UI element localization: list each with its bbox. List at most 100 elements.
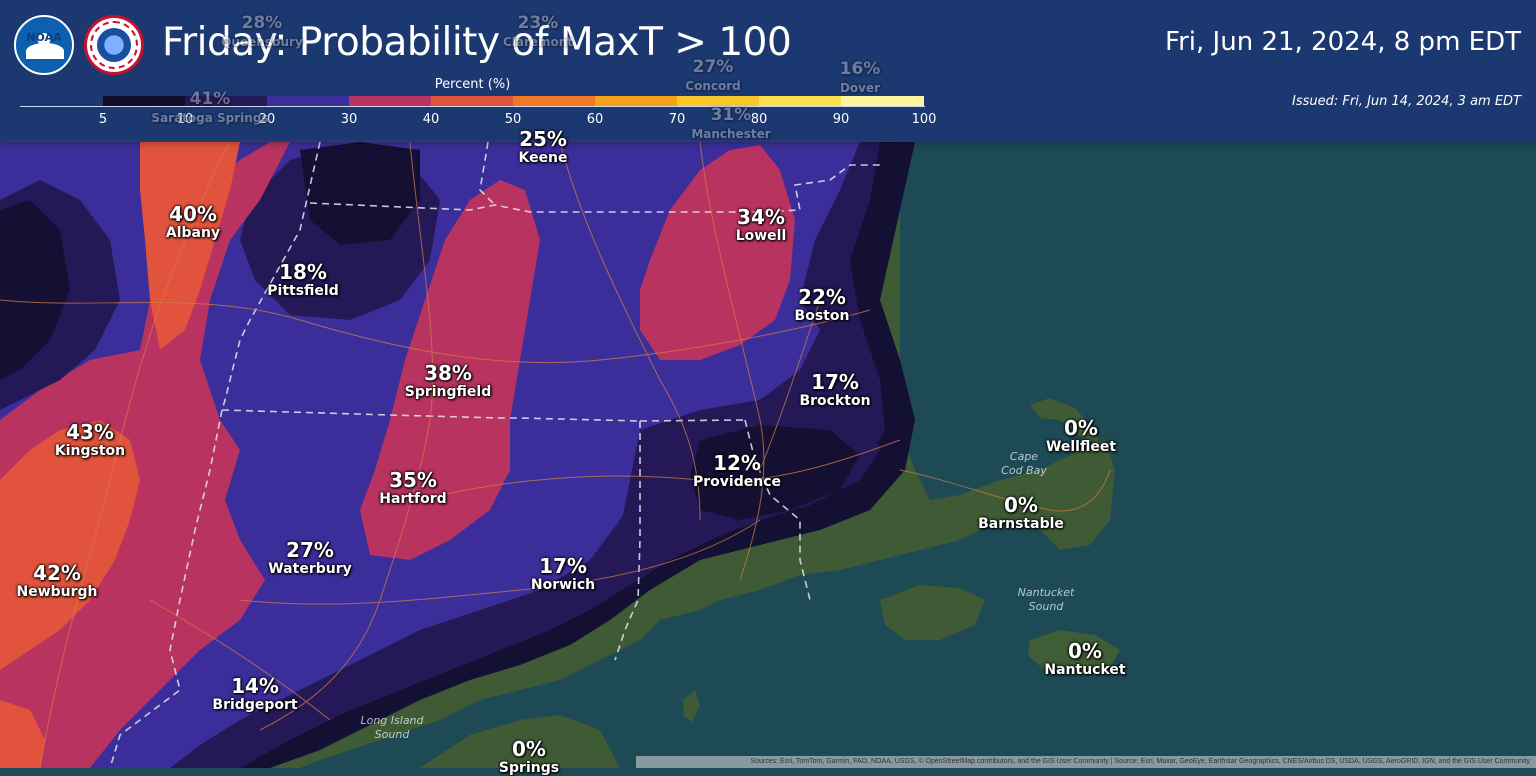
legend-swatch	[759, 96, 841, 106]
legend-tick-label: 70	[668, 112, 686, 127]
city-label-providence[interactable]: 12% Providence	[693, 452, 781, 490]
city-label-kingston[interactable]: 43% Kingston	[55, 421, 125, 459]
faded-city-label-manchester: 31% Manchester	[691, 104, 770, 142]
city-label-norwich[interactable]: 17% Norwich	[531, 555, 595, 593]
city-label-wellfleet[interactable]: 0% Wellfleet	[1046, 417, 1116, 455]
legend-tick-label: 30	[340, 112, 358, 127]
faded-city-label-saratoga: 41% Saratoga Springs	[151, 88, 268, 126]
city-name: Queensbury	[221, 35, 303, 49]
legend-swatch	[185, 96, 267, 106]
city-name: Brockton	[799, 393, 871, 409]
city-label-bridgeport[interactable]: 14% Bridgeport	[212, 675, 297, 713]
city-label-newburgh[interactable]: 42% Newburgh	[16, 562, 97, 600]
state-borders	[109, 141, 880, 768]
city-label-keene[interactable]: 25% Keene	[518, 128, 567, 166]
legend-swatch	[677, 96, 759, 106]
city-percent: 16%	[839, 59, 881, 79]
city-name: Newburgh	[16, 584, 98, 600]
city-name: Barnstable	[978, 516, 1064, 532]
land-block-island	[683, 690, 700, 722]
legend-swatch	[349, 96, 431, 106]
legend-swatch	[513, 96, 595, 106]
city-name: Springfield	[404, 384, 492, 400]
city-percent: 14%	[231, 674, 279, 698]
legend-swatch	[267, 96, 349, 106]
city-label-waterbury[interactable]: 27% Waterbury	[268, 539, 352, 577]
city-label-pittsfield[interactable]: 18% Pittsfield	[267, 261, 338, 299]
city-percent: 0%	[512, 737, 546, 761]
land-long-island	[420, 715, 620, 768]
band-40-50-sw	[0, 700, 45, 768]
water-label-long-island-sound: Long Island Sound	[360, 714, 424, 741]
city-label-nantucket[interactable]: 0% Nantucket	[1044, 640, 1125, 678]
city-name: Concord	[685, 79, 741, 93]
city-label-springs[interactable]: 0% Springs	[499, 738, 559, 776]
city-percent: 42%	[33, 561, 81, 585]
city-percent: 17%	[811, 370, 859, 394]
nws-logo[interactable]	[84, 15, 144, 75]
noaa-logo-text: NOAA	[26, 31, 62, 44]
water-label-cape-cod-bay: Cape Cod Bay	[1001, 450, 1047, 477]
city-name: Nantucket	[1044, 662, 1126, 678]
band-40-50-kingston	[0, 420, 140, 670]
probability-contours	[0, 142, 915, 768]
city-name: Lowell	[735, 228, 787, 244]
band-pittsfield-lower	[300, 142, 420, 245]
city-label-barnstable[interactable]: 0% Barnstable	[978, 494, 1064, 532]
legend-tick-label: 100	[911, 112, 937, 127]
city-name: Bridgeport	[212, 697, 298, 713]
legend-baseline	[20, 106, 925, 107]
noaa-logo[interactable]: NOAA	[14, 15, 74, 75]
valid-time: Fri, Jun 21, 2024, 8 pm EDT	[1165, 27, 1521, 57]
map-attribution: Sources: Esri, TomTom, Garmin, FAO, NOAA…	[636, 756, 1536, 768]
band-providence-lower	[690, 425, 860, 520]
city-percent: 40%	[169, 202, 217, 226]
roads	[0, 141, 1111, 768]
faded-city-label-glens-falls: 28% Queensbury	[221, 12, 303, 50]
water-label-nantucket-sound: Nantucket Sound	[1017, 586, 1075, 613]
land-nantucket	[1028, 630, 1120, 675]
faded-city-label-dover: 16% Dover	[840, 58, 881, 96]
nws-globe-icon	[97, 28, 131, 62]
issued-time: Issued: Fri, Jun 14, 2024, 3 am EDT	[1291, 94, 1521, 109]
legend-tick-label: 10	[176, 112, 194, 127]
city-name: Claremont	[502, 35, 574, 49]
legend-swatch	[595, 96, 677, 106]
nws-ring-icon	[90, 21, 138, 69]
legend-swatch	[431, 96, 513, 106]
city-percent: 27%	[286, 538, 334, 562]
city-name: Keene	[518, 150, 568, 166]
header-band: NOAA Friday: Probability of MaxT > 100 F…	[0, 0, 1536, 142]
city-name: Albany	[165, 225, 221, 241]
band-40-50-albany	[140, 142, 240, 350]
legend-title: Percent (%)	[434, 77, 511, 92]
noaa-bird-icon	[26, 43, 64, 59]
city-label-springfield[interactable]: 38% Springfield	[405, 362, 492, 400]
city-percent: 17%	[539, 554, 587, 578]
legend-swatch	[103, 96, 185, 106]
city-name: Kingston	[54, 443, 126, 459]
city-label-boston[interactable]: 22% Boston	[795, 286, 850, 324]
city-label-hartford[interactable]: 35% Hartford	[379, 469, 446, 507]
city-percent: 41%	[189, 89, 231, 109]
city-percent: 43%	[66, 420, 114, 444]
city-name: Hartford	[379, 491, 447, 507]
faded-city-label-claremont: 23% Claremont	[503, 12, 573, 50]
legend-colorbar	[20, 96, 925, 106]
city-percent: 0%	[1004, 493, 1038, 517]
city-percent: 28%	[241, 13, 283, 33]
city-percent: 23%	[517, 13, 559, 33]
legend-tick-label: 20	[258, 112, 276, 127]
city-name: Pittsfield	[267, 283, 339, 299]
city-label-albany[interactable]: 40% Albany	[166, 203, 220, 241]
city-percent: 0%	[1064, 416, 1098, 440]
faded-city-label-concord: 27% Concord	[685, 56, 740, 94]
city-name: Boston	[794, 308, 850, 324]
city-label-brockton[interactable]: 17% Brockton	[799, 371, 870, 409]
page-title: Friday: Probability of MaxT > 100	[162, 20, 792, 65]
legend-tick-label: 50	[504, 112, 522, 127]
band-west-lower	[0, 200, 70, 380]
city-name: Wellfleet	[1045, 439, 1117, 455]
legend-tick-label: 5	[98, 112, 108, 127]
city-label-lowell[interactable]: 34% Lowell	[736, 206, 787, 244]
